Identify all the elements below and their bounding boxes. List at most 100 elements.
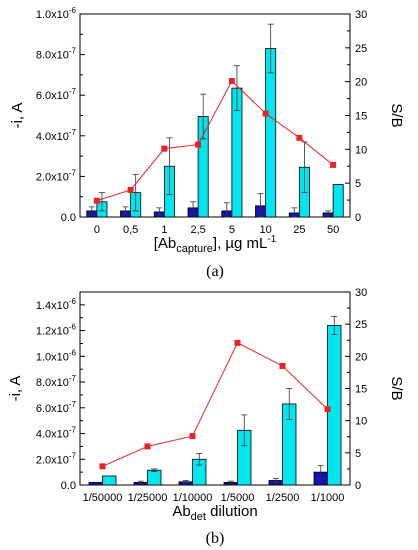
y-tick-exponent: -6 xyxy=(69,297,77,306)
sb-point xyxy=(279,362,286,369)
x-tick-label: 1/50000 xyxy=(83,492,123,504)
y-tick-label: 2.0x10-7 xyxy=(36,451,77,466)
x-tick-label: 1/1000 xyxy=(311,492,345,504)
y-tick-exponent: -7 xyxy=(69,400,77,409)
x-tick-label: 10 xyxy=(260,224,272,236)
sb-point xyxy=(330,161,337,168)
bar-series-1 xyxy=(88,482,103,486)
x-axis-label-main: [Ab xyxy=(154,235,177,252)
panel-a: 0.02.0x10-74.0x10-76.0x10-78.0x10-71.0x1… xyxy=(9,6,405,280)
sb-line xyxy=(102,342,328,467)
y-tick-label: 4.0x10-7 xyxy=(36,128,77,143)
y-tick-mantissa: 2.0x10 xyxy=(36,171,69,183)
y-tick-exponent: -7 xyxy=(69,426,77,435)
sb-point xyxy=(99,463,106,470)
x-tick-label: 50 xyxy=(327,224,339,236)
y2-tick-label: 10 xyxy=(355,144,367,156)
y2-tick-label: 30 xyxy=(355,9,367,21)
x-axis-label-subscript: capture xyxy=(176,243,213,255)
y-tick-exponent: -7 xyxy=(69,168,77,177)
y2-tick-label: 5 xyxy=(355,448,361,460)
y-tick-mantissa: 0.0 xyxy=(61,480,76,492)
y2-axis-label: S/B xyxy=(388,376,405,400)
sb-point xyxy=(262,110,269,117)
panel-b: 0.02.0x10-74.0x10-76.0x10-78.0x10-71.0x1… xyxy=(7,287,405,547)
y-tick-exponent: -7 xyxy=(69,128,77,137)
y-tick-label: 1.4x10-6 xyxy=(36,297,77,312)
bar-series-2 xyxy=(102,475,117,486)
y-tick-mantissa: 4.0x10 xyxy=(36,429,69,441)
bar-series-2 xyxy=(265,48,277,218)
y-tick-label: 0.0 xyxy=(61,212,76,224)
bar-series-2 xyxy=(332,184,344,218)
y-tick-mantissa: 1.4x10 xyxy=(36,300,69,312)
sb-point xyxy=(161,145,168,152)
y-tick-mantissa: 2.0x10 xyxy=(36,454,69,466)
y-axis-label: -i, A xyxy=(7,376,24,402)
y-tick-mantissa: 6.0x10 xyxy=(36,403,69,415)
y-tick-label: 4.0x10-7 xyxy=(36,426,77,441)
y-tick-label: 2.0x10-7 xyxy=(36,168,77,183)
y-tick-label: 6.0x10-7 xyxy=(36,400,77,415)
y2-tick-label: 20 xyxy=(355,77,367,89)
y2-tick-label: 25 xyxy=(355,319,367,331)
x-tick-label: 1 xyxy=(161,224,167,236)
x-tick-label: 5 xyxy=(229,224,235,236)
y-tick-exponent: -7 xyxy=(69,451,77,460)
y-tick-mantissa: 8.0x10 xyxy=(36,50,69,62)
sb-point xyxy=(93,197,100,204)
y-tick-label: 8.0x10-7 xyxy=(36,47,77,62)
y-tick-exponent: -7 xyxy=(69,87,77,96)
x-tick-label: 2,5 xyxy=(190,224,205,236)
x-tick-label: 0,5 xyxy=(123,224,138,236)
y-tick-label: 0.0 xyxy=(61,480,76,492)
x-axis-label: [Abcapture], µg mL-1 xyxy=(154,234,277,255)
x-tick-label: 1/25000 xyxy=(128,492,168,504)
x-axis-label-superscript: -1 xyxy=(267,234,276,245)
y-tick-mantissa: 1.0x10 xyxy=(36,351,69,363)
y-tick-label: 6.0x10-7 xyxy=(36,87,77,102)
x-tick-label: 25 xyxy=(293,224,305,236)
x-axis-label-unit: ], µg mL xyxy=(213,235,268,252)
y-tick-label: 1.0x10-6 xyxy=(36,6,77,21)
panel-label: (b) xyxy=(206,530,225,547)
y-tick-exponent: -6 xyxy=(69,348,77,357)
panel-label: (a) xyxy=(206,263,224,280)
sb-point xyxy=(228,77,235,84)
y2-tick-label: 15 xyxy=(355,111,367,123)
y-tick-label: 1.2x10-6 xyxy=(36,323,77,338)
bar-series-2 xyxy=(327,325,342,486)
sb-point xyxy=(195,141,202,148)
y-tick-mantissa: 1.2x10 xyxy=(36,326,69,338)
x-axis-label-unit: dilution xyxy=(206,503,258,520)
x-axis-label: Abdet dilution xyxy=(172,503,257,523)
y2-tick-label: 25 xyxy=(355,43,367,55)
y-tick-exponent: -7 xyxy=(69,47,77,56)
y-tick-exponent: -6 xyxy=(69,323,77,332)
x-tick-label: 1/2500 xyxy=(266,492,300,504)
y2-tick-label: 0 xyxy=(355,480,361,492)
x-axis-label-main: Ab xyxy=(172,503,190,520)
y2-tick-label: 5 xyxy=(355,178,361,190)
y2-tick-label: 30 xyxy=(355,287,367,299)
sb-point xyxy=(296,134,303,141)
x-tick-label: 1/5000 xyxy=(221,492,255,504)
x-tick-label: 0 xyxy=(94,224,100,236)
y2-tick-label: 10 xyxy=(355,416,367,428)
bar-series-2 xyxy=(147,469,162,486)
y2-tick-label: 15 xyxy=(355,384,367,396)
y-tick-mantissa: 8.0x10 xyxy=(36,377,69,389)
y-tick-mantissa: 0.0 xyxy=(61,212,76,224)
x-axis-label-subscript: det xyxy=(191,511,206,523)
y-tick-exponent: -6 xyxy=(69,6,77,15)
y-tick-exponent: -7 xyxy=(69,374,77,383)
sb-point xyxy=(127,186,134,193)
y-tick-mantissa: 6.0x10 xyxy=(36,90,69,102)
y2-axis-label: S/B xyxy=(388,103,405,127)
sb-point xyxy=(189,433,196,440)
y2-tick-label: 20 xyxy=(355,351,367,363)
y-tick-mantissa: 1.0x10 xyxy=(36,9,69,21)
sb-point xyxy=(144,443,151,450)
y-tick-label: 8.0x10-7 xyxy=(36,374,77,389)
